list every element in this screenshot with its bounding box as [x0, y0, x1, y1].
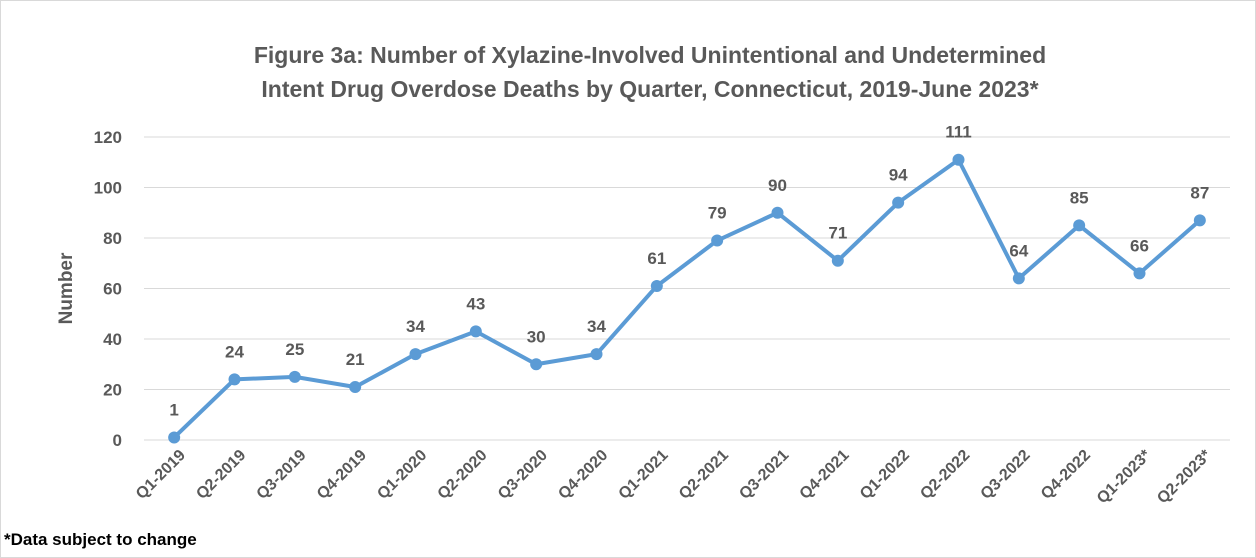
- data-label: 64: [1009, 241, 1028, 260]
- marker: [952, 153, 965, 166]
- y-tick-label: 40: [103, 330, 122, 349]
- x-tick-label: Q4-2020: [555, 447, 611, 503]
- data-label: 94: [889, 166, 908, 185]
- marker: [650, 279, 663, 292]
- marker: [1012, 272, 1025, 285]
- x-tick-label: Q3-2021: [736, 447, 792, 503]
- data-label: 24: [225, 342, 244, 361]
- data-label: 71: [828, 224, 847, 243]
- data-label: 66: [1130, 236, 1149, 255]
- x-tick-label: Q3-2022: [978, 447, 1034, 503]
- data-label: 34: [406, 317, 425, 336]
- data-label: 90: [768, 176, 787, 195]
- data-label: 1: [169, 400, 178, 419]
- chart-title: Figure 3a: Number of Xylazine-Involved U…: [253, 42, 1047, 102]
- x-tick-label: Q1-2019: [133, 447, 189, 503]
- y-tick-label: 60: [103, 280, 122, 299]
- marker: [168, 431, 181, 444]
- marker: [349, 380, 362, 393]
- line: [172, 157, 1202, 439]
- x-tick-label: Q2-2022: [917, 447, 973, 503]
- data-label: 43: [466, 294, 485, 313]
- marker: [1073, 219, 1086, 232]
- y-tick-label: 80: [103, 229, 122, 248]
- data-label: 34: [587, 317, 606, 336]
- x-tick-label: Q4-2021: [797, 447, 853, 503]
- marker: [530, 358, 543, 371]
- y-tick-label: 100: [94, 179, 122, 198]
- data-label: 30: [527, 327, 546, 346]
- x-tick-label: Q1-2021: [616, 447, 672, 503]
- y-axis-label: Number: [56, 252, 77, 324]
- x-tick-label: Q2-2023*: [1154, 446, 1215, 507]
- data-label: 111: [945, 123, 972, 142]
- data-label: 87: [1190, 183, 1209, 202]
- data-label: 61: [647, 249, 666, 268]
- marker: [711, 234, 724, 247]
- marker: [771, 206, 784, 219]
- data-label: 25: [285, 340, 304, 359]
- marker: [228, 373, 241, 386]
- x-tick-label: Q4-2022: [1038, 447, 1094, 503]
- marker: [1133, 267, 1146, 280]
- footnote: *Data subject to change: [4, 530, 197, 549]
- marker: [288, 370, 301, 383]
- x-tick-label: Q2-2020: [435, 447, 491, 503]
- x-tick-label: Q2-2019: [193, 447, 249, 503]
- y-tick-label: 20: [103, 381, 122, 400]
- x-tick-label: Q1-2020: [374, 447, 430, 503]
- y-tick-label: 0: [113, 431, 122, 450]
- x-tick-label: Q2-2021: [676, 447, 732, 503]
- x-tick-label: Q3-2020: [495, 447, 551, 503]
- x-tick-label: Q3-2019: [254, 447, 310, 503]
- marker: [590, 348, 603, 361]
- marker: [831, 254, 844, 267]
- x-tick-label: Q4-2019: [314, 447, 370, 503]
- x-tick-label: Q1-2023*: [1094, 446, 1155, 507]
- data-label: 85: [1070, 188, 1089, 207]
- data-label: 21: [346, 350, 365, 369]
- x-tick-label: Q1-2022: [857, 447, 913, 503]
- marker: [1193, 214, 1206, 227]
- marker: [892, 196, 905, 209]
- marker: [469, 325, 482, 338]
- marker: [409, 348, 422, 361]
- y-tick-label: 120: [94, 128, 122, 147]
- data-label: 79: [708, 204, 727, 223]
